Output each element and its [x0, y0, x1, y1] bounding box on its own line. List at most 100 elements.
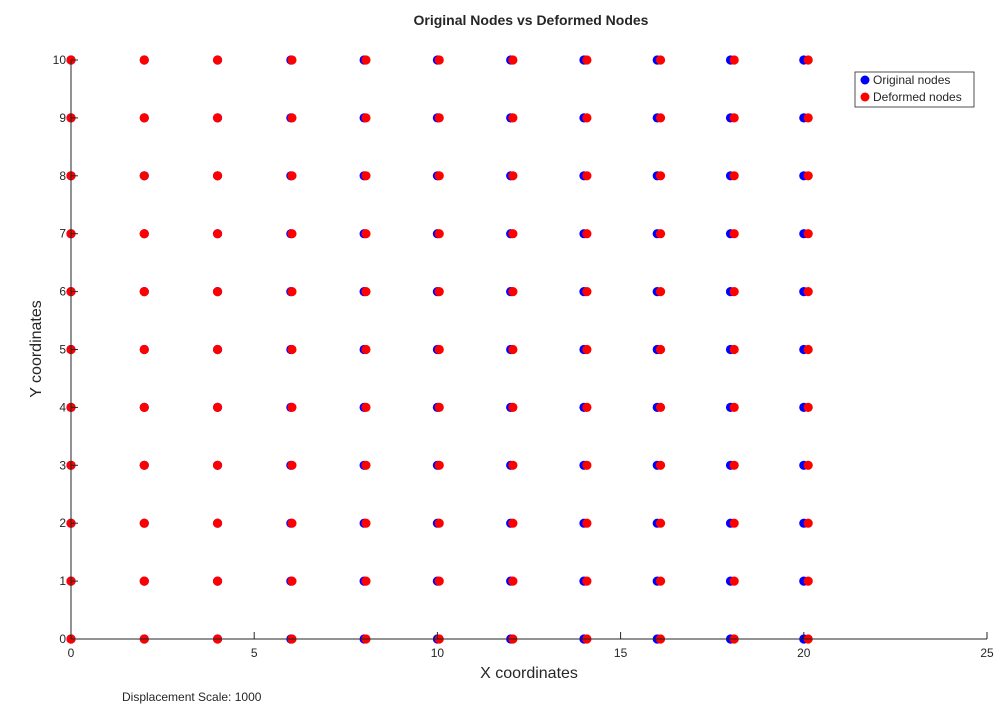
axes — [70, 60, 987, 640]
deformed-node-point — [582, 171, 592, 181]
deformed-node-point — [287, 402, 297, 412]
deformed-node-point — [582, 55, 592, 65]
deformed-node-point — [582, 113, 592, 123]
deformed-node-point — [582, 402, 592, 412]
deformed-node-point — [287, 171, 297, 181]
deformed-node-point — [139, 229, 149, 239]
deformed-node-point — [434, 229, 444, 239]
markers-layer — [66, 55, 813, 644]
deformed-node-point — [803, 287, 813, 297]
deformed-node-point — [729, 171, 739, 181]
x-tick-label: 5 — [251, 646, 258, 660]
deformed-node-point — [729, 402, 739, 412]
legend-label-original: Original nodes — [873, 73, 950, 87]
deformed-node-point — [434, 518, 444, 528]
deformed-node-point — [287, 55, 297, 65]
deformed-node-point — [655, 113, 666, 123]
deformed-node-point — [139, 576, 149, 586]
deformed-node-point — [582, 518, 592, 528]
deformed-node-point — [361, 229, 371, 239]
legend-label-deformed: Deformed nodes — [873, 90, 962, 104]
y-tick-label: 3 — [59, 458, 66, 472]
deformed-node-point — [582, 344, 592, 355]
deformed-node-point — [287, 460, 297, 470]
deformed-node-point — [803, 460, 813, 470]
deformed-node-point — [729, 576, 739, 586]
deformed-node-point — [729, 287, 739, 297]
deformed-node-point — [287, 287, 297, 297]
deformed-node-point — [582, 460, 592, 470]
deformed-node-point — [212, 113, 223, 123]
x-axis-label: X coordinates — [480, 665, 578, 682]
deformed-node-point — [803, 171, 813, 181]
deformed-node-point — [361, 460, 371, 470]
deformed-node-point — [803, 55, 813, 65]
chart-title: Original Nodes vs Deformed Nodes — [414, 12, 649, 28]
deformed-node-point — [361, 402, 371, 412]
deformed-node-point — [803, 402, 813, 412]
deformed-node-point — [655, 55, 666, 65]
deformed-node-point — [582, 576, 592, 586]
deformed-node-point — [434, 113, 444, 123]
deformed-node-point — [434, 402, 444, 412]
deformed-node-point — [212, 518, 223, 528]
y-ticks: 0 1 2 3 4 5 6 7 8 9 10 — [53, 53, 78, 646]
deformed-node-point — [287, 229, 297, 239]
deformed-node-point — [212, 460, 223, 470]
deformed-node-point — [212, 55, 223, 65]
legend-marker-deformed — [860, 92, 870, 102]
y-tick-label: 8 — [59, 169, 66, 183]
deformed-node-point — [361, 344, 371, 355]
x-tick-label: 0 — [68, 646, 75, 660]
deformed-node-point — [655, 344, 666, 355]
deformed-node-point — [212, 171, 223, 181]
deformed-node-point — [139, 518, 149, 528]
deformed-node-point — [361, 576, 371, 586]
deformed-node-point — [361, 287, 371, 297]
y-tick-label: 7 — [59, 227, 66, 241]
legend-marker-original — [860, 75, 870, 85]
y-tick-label: 6 — [59, 285, 66, 299]
deformed-node-point — [508, 287, 518, 297]
deformed-node-point — [508, 576, 518, 586]
deformed-node-point — [287, 344, 297, 355]
deformed-node-point — [582, 287, 592, 297]
deformed-node-point — [508, 229, 518, 239]
deformed-node-point — [434, 344, 444, 355]
deformed-node-point — [361, 171, 371, 181]
deformed-node-point — [212, 287, 223, 297]
deformed-node-point — [287, 518, 297, 528]
y-tick-label: 1 — [59, 574, 66, 588]
deformed-node-point — [729, 344, 739, 355]
deformed-node-point — [803, 344, 813, 355]
deformed-node-point — [803, 113, 813, 123]
deformed-node-point — [729, 460, 739, 470]
deformed-node-point — [508, 55, 518, 65]
deformed-node-point — [139, 344, 149, 355]
deformed-node-point — [508, 518, 518, 528]
deformed-node-point — [434, 171, 444, 181]
deformed-node-point — [803, 229, 813, 239]
legend: Original nodes Deformed nodes — [854, 71, 975, 108]
y-tick-label: 0 — [59, 632, 66, 646]
deformed-node-point — [139, 55, 149, 65]
deformed-node-point — [655, 518, 666, 528]
y-tick-label: 9 — [59, 111, 66, 125]
deformed-node-point — [287, 576, 297, 586]
deformed-node-point — [434, 287, 444, 297]
deformed-node-point — [508, 402, 518, 412]
deformed-node-point — [655, 460, 666, 470]
deformed-node-point — [434, 460, 444, 470]
deformed-node-point — [287, 113, 297, 123]
y-tick-label: 5 — [59, 343, 66, 357]
deformed-node-point — [729, 113, 739, 123]
x-ticks: 0 5 10 15 20 25 — [68, 632, 994, 660]
deformed-node-point — [655, 402, 666, 412]
legend-box — [854, 71, 975, 108]
deformed-node-point — [655, 229, 666, 239]
deformed-node-point — [729, 55, 739, 65]
deformed-node-point — [212, 229, 223, 239]
deformed-node-point — [582, 229, 592, 239]
deformed-node-point — [361, 55, 371, 65]
